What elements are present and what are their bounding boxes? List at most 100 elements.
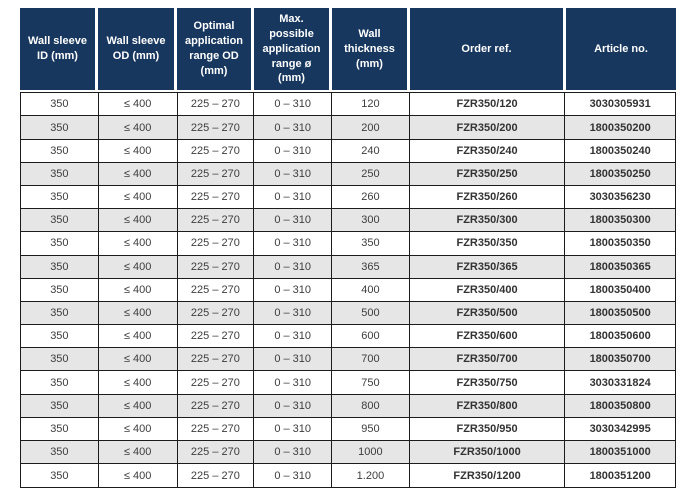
table-cell: FZR350/1000 xyxy=(409,441,566,465)
table-cell: 0 – 310 xyxy=(254,348,333,372)
table-cell: 3030342995 xyxy=(565,418,675,442)
table-cell: 800 xyxy=(332,394,410,418)
table-cell: 350 xyxy=(21,139,99,163)
table-cell: ≤ 400 xyxy=(98,325,178,349)
table-cell: FZR350/1200 xyxy=(410,464,566,488)
header-cell-6: Article no. xyxy=(566,8,676,91)
table-cell: 350 xyxy=(21,441,99,465)
table-cell: 350 xyxy=(21,278,99,302)
table-cell: 225 – 270 xyxy=(177,441,255,465)
header-row: Wall sleeve ID (mm) Wall sleeve OD (mm) Op… xyxy=(20,8,676,91)
table-cell: 950 xyxy=(332,417,410,442)
table-cell: ≤ 400 xyxy=(98,139,178,163)
table-cell: 1800350365 xyxy=(565,256,675,279)
table-cell: 350 xyxy=(21,464,99,488)
table-cell: 3030305931 xyxy=(565,93,675,117)
table-cell: 260 xyxy=(332,185,410,210)
table-cell: 0 – 310 xyxy=(254,371,333,395)
table-cell: ≤ 400 xyxy=(98,278,178,302)
table-cell: ≤ 400 xyxy=(98,185,178,210)
table-cell: ≤ 400 xyxy=(98,116,178,140)
table-cell: 1800350250 xyxy=(565,163,675,186)
table-row: 350 ≤ 400 225 – 270 0 – 310 950 FZR350/950 303… xyxy=(21,417,675,442)
table-cell: 0 – 310 xyxy=(254,139,333,163)
table-cell: ≤ 400 xyxy=(98,348,178,372)
table-cell: FZR350/700 xyxy=(409,348,566,372)
table-cell: ≤ 400 xyxy=(98,417,178,442)
table-cell: ≤ 400 xyxy=(98,371,178,395)
header-cell-3: Max. possible application range ø (mm) xyxy=(254,8,332,91)
table-cell: FZR350/260 xyxy=(409,185,566,210)
table-row: 350 ≤ 400 225 – 270 0 – 310 300 FZR350/300 180… xyxy=(21,209,675,233)
table-cell: FZR350/350 xyxy=(409,232,566,256)
table-cell: 225 – 270 xyxy=(177,325,255,349)
table-cell: ≤ 400 xyxy=(98,93,178,117)
header-cell-1: Wall sleeve OD (mm) xyxy=(98,8,177,91)
table-cell: 0 – 310 xyxy=(254,209,333,233)
table-cell: ≤ 400 xyxy=(98,301,178,326)
table-cell: 225 – 270 xyxy=(177,371,255,395)
table-cell: 0 – 310 xyxy=(254,417,333,442)
table-row: 350 ≤ 400 225 – 270 0 – 310 1.200 FZR350/1200… xyxy=(21,464,675,488)
table-cell: ≤ 400 xyxy=(98,394,178,418)
table-cell: 350 xyxy=(332,232,410,256)
table-cell: 0 – 310 xyxy=(254,185,333,210)
table-cell: ≤ 400 xyxy=(98,162,178,186)
table-cell: 1800350600 xyxy=(565,325,675,349)
table-cell: 225 – 270 xyxy=(177,185,255,210)
table-row: 350 ≤ 400 225 – 270 0 – 310 240 FZR350/240 180… xyxy=(21,139,675,163)
table-cell: 1800350400 xyxy=(565,279,675,302)
table-cell: FZR350/365 xyxy=(409,255,566,279)
table-cell: 0 – 310 xyxy=(254,278,333,302)
table-cell: 0 – 310 xyxy=(254,116,333,140)
table-cell: ≤ 400 xyxy=(99,464,178,488)
table-cell: FZR350/240 xyxy=(409,139,566,163)
table-cell: 1800350300 xyxy=(565,209,675,233)
table-cell: 350 xyxy=(21,209,99,233)
table-cell: 3030331824 xyxy=(565,371,675,395)
table-cell: 1.200 xyxy=(332,464,410,488)
table-cell: 400 xyxy=(332,278,410,302)
table-row: 350 ≤ 400 225 – 270 0 – 310 350 FZR350/350 180… xyxy=(21,232,675,256)
table-cell: FZR350/400 xyxy=(409,278,566,302)
table-cell: 0 – 310 xyxy=(254,325,333,349)
table-cell: FZR350/800 xyxy=(409,394,566,418)
table-cell: 0 – 310 xyxy=(254,162,333,186)
table-row: 350 ≤ 400 225 – 270 0 – 310 400 FZR350/400 180… xyxy=(21,278,675,302)
table-cell: 350 xyxy=(21,394,99,418)
table-cell: 225 – 270 xyxy=(177,348,255,372)
table-cell: 700 xyxy=(332,348,410,372)
table-cell: FZR350/300 xyxy=(409,209,566,233)
table-cell: 0 – 310 xyxy=(254,441,333,465)
table-cell: 0 – 310 xyxy=(254,255,333,279)
table-body: 350 ≤ 400 225 – 270 0 – 310 120 FZR350/120 303… xyxy=(20,92,676,488)
table-cell: 600 xyxy=(332,325,410,349)
table-cell: FZR350/600 xyxy=(409,325,566,349)
table-cell: FZR350/250 xyxy=(409,162,566,186)
table-cell: FZR350/500 xyxy=(409,301,566,326)
table-cell: 500 xyxy=(332,301,410,326)
table-cell: 365 xyxy=(332,255,410,279)
header-cell-0: Wall sleeve ID (mm) xyxy=(20,8,98,91)
table-row: 350 ≤ 400 225 – 270 0 – 310 700 FZR350/700 180… xyxy=(21,348,675,372)
table-cell: 225 – 270 xyxy=(177,394,255,418)
table-cell: 350 xyxy=(21,162,99,186)
table-cell: 225 – 270 xyxy=(178,464,255,488)
table-cell: 350 xyxy=(21,301,99,326)
table-cell: 250 xyxy=(332,162,410,186)
table-cell: 120 xyxy=(332,93,410,117)
table-cell: 240 xyxy=(332,139,410,163)
table-cell: FZR350/950 xyxy=(409,417,566,442)
table-row: 350 ≤ 400 225 – 270 0 – 310 1000 FZR350/1000 1… xyxy=(21,441,675,465)
table-row: 350 ≤ 400 225 – 270 0 – 310 750 FZR350/750 303… xyxy=(21,371,675,395)
header-cell-2: Optimal application range OD (mm) xyxy=(177,8,254,91)
table-cell: 225 – 270 xyxy=(177,162,255,186)
table-cell: 1000 xyxy=(332,441,410,465)
table-cell: 225 – 270 xyxy=(177,301,255,326)
table-cell: 200 xyxy=(332,116,410,140)
table-row: 350 ≤ 400 225 – 270 0 – 310 250 FZR350/250 180… xyxy=(21,162,675,186)
table-row: 350 ≤ 400 225 – 270 0 – 310 120 FZR350/120 303… xyxy=(21,93,675,117)
table-cell: 350 xyxy=(21,325,99,349)
table-cell: 3030356230 xyxy=(565,186,675,210)
table-cell: FZR350/750 xyxy=(409,371,566,395)
